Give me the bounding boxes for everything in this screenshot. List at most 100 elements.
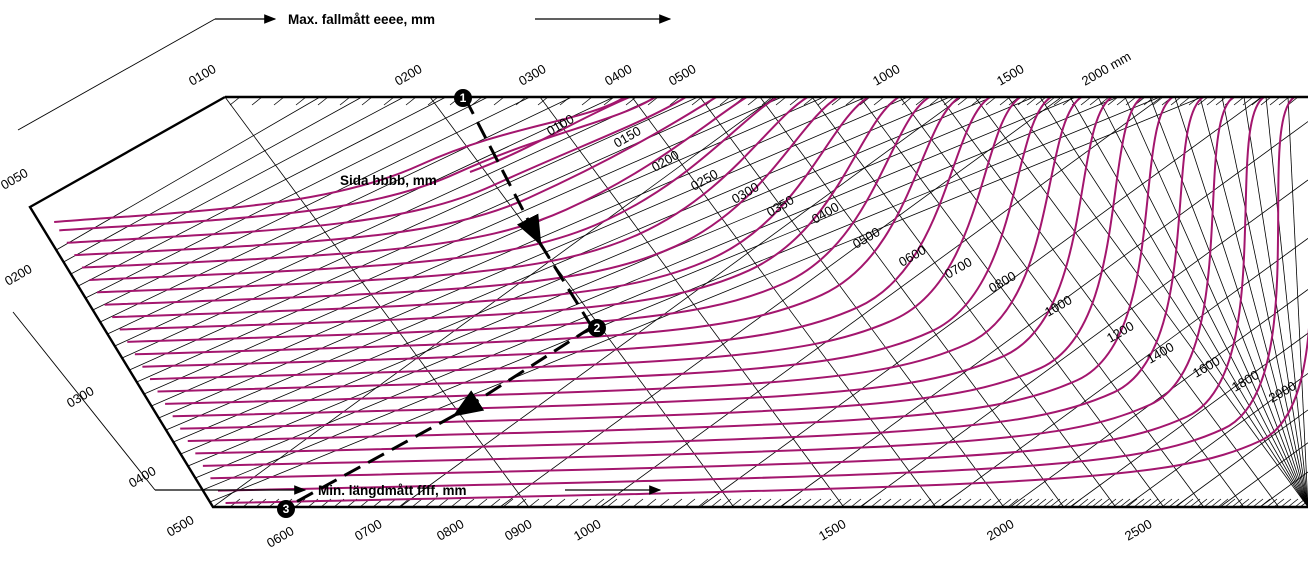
bottom-tick-label: 0600 <box>264 523 297 550</box>
grid-line <box>599 97 1161 508</box>
bbbb-curve <box>217 96 1296 492</box>
hatch-mark <box>1238 498 1250 508</box>
hatch-mark <box>747 96 759 106</box>
grid-line <box>939 238 1308 508</box>
hatch-mark <box>1152 96 1164 106</box>
grid-line <box>399 97 961 508</box>
hatch-mark <box>691 96 703 106</box>
hatch-mark <box>1021 498 1033 508</box>
left-tick-label: 0050 <box>0 165 31 192</box>
curve-label: 0250 <box>688 166 721 193</box>
hatch-mark <box>845 96 857 106</box>
hatch-mark <box>1042 498 1054 508</box>
hatch-mark <box>1056 498 1068 508</box>
example-path-segment-3 <box>452 325 593 417</box>
hatch-mark <box>515 498 527 508</box>
bbbb-curve <box>202 96 1235 467</box>
hatch-mark <box>405 96 417 106</box>
hatch-mark <box>740 498 752 508</box>
bottom-tick-label: 2000 <box>984 516 1017 543</box>
hatch-mark <box>1116 96 1128 106</box>
hatch-mark <box>730 498 742 508</box>
curve-label: 0150 <box>611 123 644 150</box>
hatch-mark <box>1242 96 1254 106</box>
hatch-mark <box>1098 498 1110 508</box>
hatch-mark <box>840 498 852 508</box>
hatch-mark <box>268 498 280 508</box>
marker-1-label: 1 <box>460 91 467 105</box>
curve-label: 0700 <box>942 254 975 281</box>
hatch-mark <box>1154 498 1166 508</box>
bbbb-curve <box>104 96 839 306</box>
grid-line <box>1174 409 1308 508</box>
bottom-tick-label: 1500 <box>816 516 849 543</box>
grid-line <box>107 96 615 335</box>
hatch-mark <box>760 498 772 508</box>
hatch-mark <box>541 498 553 508</box>
bbbb-curve <box>54 96 626 223</box>
hatch-mark <box>697 498 709 508</box>
top-tick-label: 2000 mm <box>1079 49 1133 89</box>
hatch-mark <box>515 96 527 106</box>
hatch-mark <box>901 96 913 106</box>
bottom-tick-label: 1000 <box>571 516 604 543</box>
bbbb-curve <box>149 96 1022 381</box>
hatch-mark <box>1266 498 1278 508</box>
hatch-mark <box>580 498 592 508</box>
grid-line <box>539 96 845 508</box>
grid-line <box>859 179 1308 508</box>
hatch-mark <box>1251 96 1263 106</box>
hatch-mark <box>1017 96 1029 106</box>
curve-label: 0800 <box>986 268 1019 295</box>
hatch-mark <box>671 498 683 508</box>
grid-line <box>121 96 699 359</box>
bottom-axis-title: Min. längdmått ffff, mm <box>318 483 467 498</box>
hatch-mark <box>1077 498 1089 508</box>
hatch-mark <box>761 96 773 106</box>
bbbb-curve <box>127 96 930 343</box>
hatch-mark <box>1224 498 1236 508</box>
bbbb-curve <box>165 96 1083 405</box>
hatch-mark <box>606 498 618 508</box>
left-tick-label: 0300 <box>64 383 97 410</box>
hatch-mark <box>775 96 787 106</box>
hatch-mark <box>1215 96 1227 106</box>
hatch-mark <box>780 498 792 508</box>
hatch-mark <box>873 96 885 106</box>
hatch-mark <box>900 498 912 508</box>
hatch-mark <box>251 96 263 106</box>
hatch-mark <box>1231 498 1243 508</box>
hatch-mark <box>647 96 659 106</box>
hatch-mark <box>817 96 829 106</box>
bbbb-curve <box>112 96 870 319</box>
hatch-mark <box>957 96 969 106</box>
hatch-mark <box>603 96 615 106</box>
grid-line <box>1149 96 1308 508</box>
grid-line <box>114 96 657 347</box>
hatch-mark <box>1035 96 1047 106</box>
bbbb-curve <box>210 96 1265 480</box>
hatch-mark <box>295 96 307 106</box>
bbbb-curve <box>59 96 656 232</box>
hatch-mark <box>1091 498 1103 508</box>
hatch-mark <box>450 498 462 508</box>
hatch-mark <box>1259 498 1271 508</box>
hatch-mark <box>980 498 992 508</box>
hatch-mark <box>940 498 952 508</box>
grid-line <box>92 96 531 311</box>
hatch-mark <box>1147 498 1159 508</box>
bbbb-curve <box>180 96 1143 430</box>
hatch-mark <box>1179 96 1191 106</box>
hatch-mark <box>719 96 731 106</box>
hatch-mark <box>593 498 605 508</box>
hatch-mark <box>985 96 997 106</box>
hatch-mark <box>1028 498 1040 508</box>
grid-line <box>1007 96 1308 508</box>
grid-line <box>151 96 867 407</box>
bottom-tick-label: 0700 <box>352 516 385 543</box>
hatch-mark <box>1278 96 1290 106</box>
hatch-mark <box>1035 498 1047 508</box>
curve-label: 0400 <box>809 199 842 226</box>
hatch-mark <box>943 96 955 106</box>
hatch-mark <box>554 498 566 508</box>
